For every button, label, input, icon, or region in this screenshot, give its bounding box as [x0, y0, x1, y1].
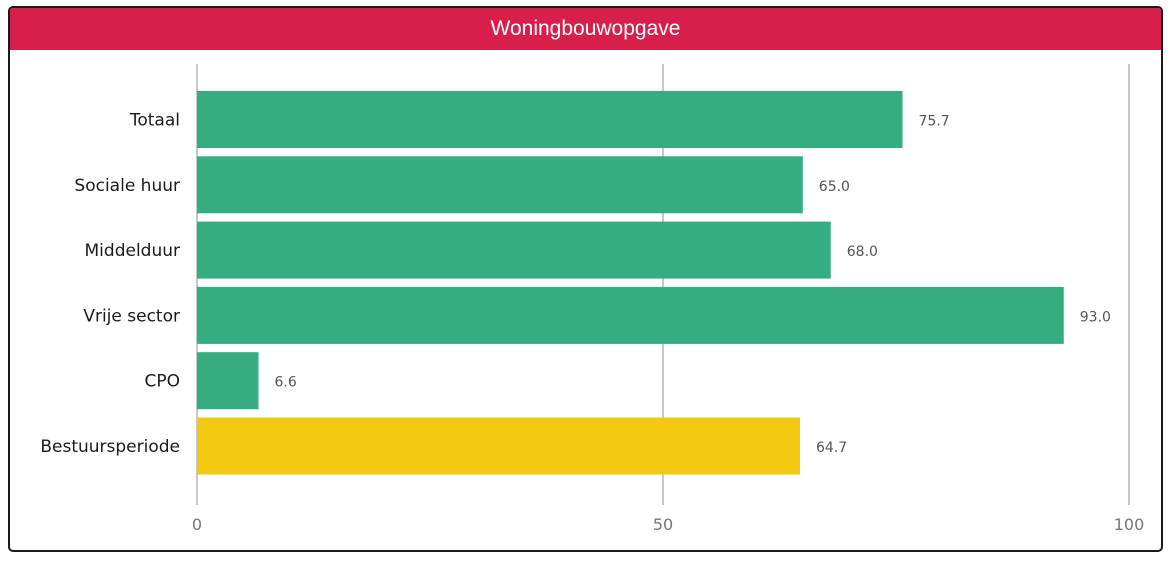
bar-totaal: [197, 91, 903, 148]
bar-bestuursperiode: [197, 417, 801, 475]
x-tick-label: 50: [653, 515, 673, 534]
value-label: 64.7: [816, 440, 847, 456]
value-label: 65.0: [819, 179, 850, 195]
category-label: Middelduur: [85, 241, 180, 261]
x-tick-label: 0: [192, 515, 202, 534]
value-label: 68.0: [847, 244, 878, 260]
bar-vrije-sector: [197, 286, 1064, 344]
category-label: Bestuursperiode: [40, 437, 180, 457]
category-label: Sociale huur: [74, 176, 180, 196]
bar-sociale-huur: [197, 156, 803, 214]
category-label: Totaal: [129, 111, 180, 131]
bar-middelduur: [197, 221, 831, 279]
value-label: 93.0: [1080, 309, 1111, 325]
value-label: 75.7: [919, 114, 950, 130]
category-label: Vrije sector: [83, 306, 180, 326]
value-label: 6.6: [275, 375, 297, 391]
chart-title: Woningbouwopgave: [10, 8, 1161, 50]
category-label: CPO: [144, 372, 180, 392]
x-tick-label: 100: [1114, 515, 1145, 534]
bar-cpo: [197, 352, 259, 410]
